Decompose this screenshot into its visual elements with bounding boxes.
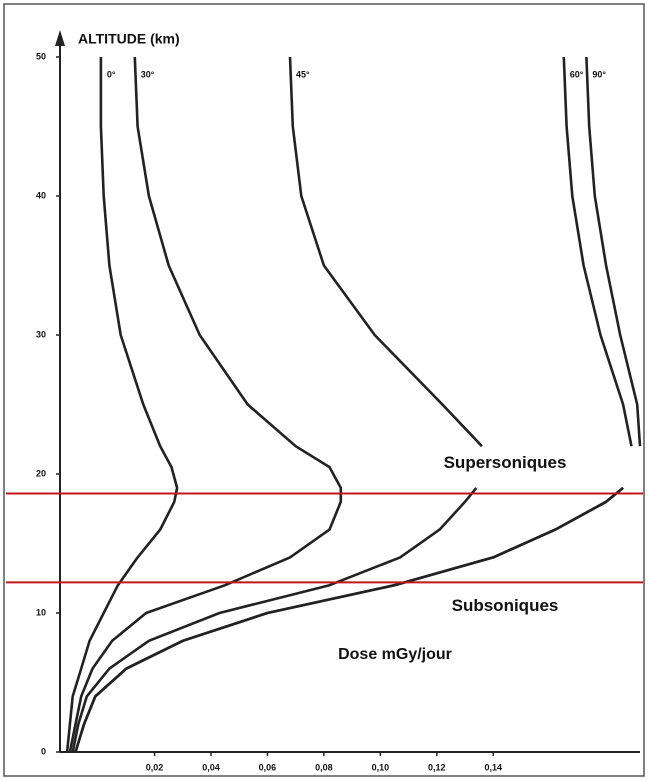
curve-label: 60° (570, 69, 584, 79)
frame (3, 3, 645, 777)
x-tick-label: 0,06 (259, 762, 277, 772)
y-tick-label: 20 (36, 468, 46, 478)
x-tick-label: 0,12 (428, 762, 446, 772)
x-tick-label: 0,08 (315, 762, 333, 772)
y-tick-label: 30 (36, 329, 46, 339)
curve (68, 56, 343, 753)
curve (71, 56, 483, 753)
curve-label: 30° (141, 69, 155, 79)
threshold-label: Subsoniques (452, 596, 559, 615)
x-tick-label: 0,04 (202, 762, 220, 772)
y-tick-label: 10 (36, 607, 46, 617)
x-tick-label: 0,14 (484, 762, 502, 772)
threshold-label: Supersoniques (444, 453, 567, 472)
chart-title: ALTITUDE (km) (78, 31, 180, 47)
curve (74, 56, 642, 753)
y-tick-label: 0 (41, 746, 46, 756)
y-tick-label: 40 (36, 190, 46, 200)
y-axis-arrow (55, 30, 65, 46)
curve-label: 0° (107, 69, 116, 79)
x-tick-label: 0,02 (146, 762, 164, 772)
curve-label: 90° (592, 69, 606, 79)
curve (65, 57, 179, 753)
y-tick-label: 50 (36, 51, 46, 61)
x-axis-label: Dose mGy/jour (338, 646, 452, 663)
x-tick-label: 0,10 (372, 762, 390, 772)
curve-label: 45° (296, 69, 310, 79)
